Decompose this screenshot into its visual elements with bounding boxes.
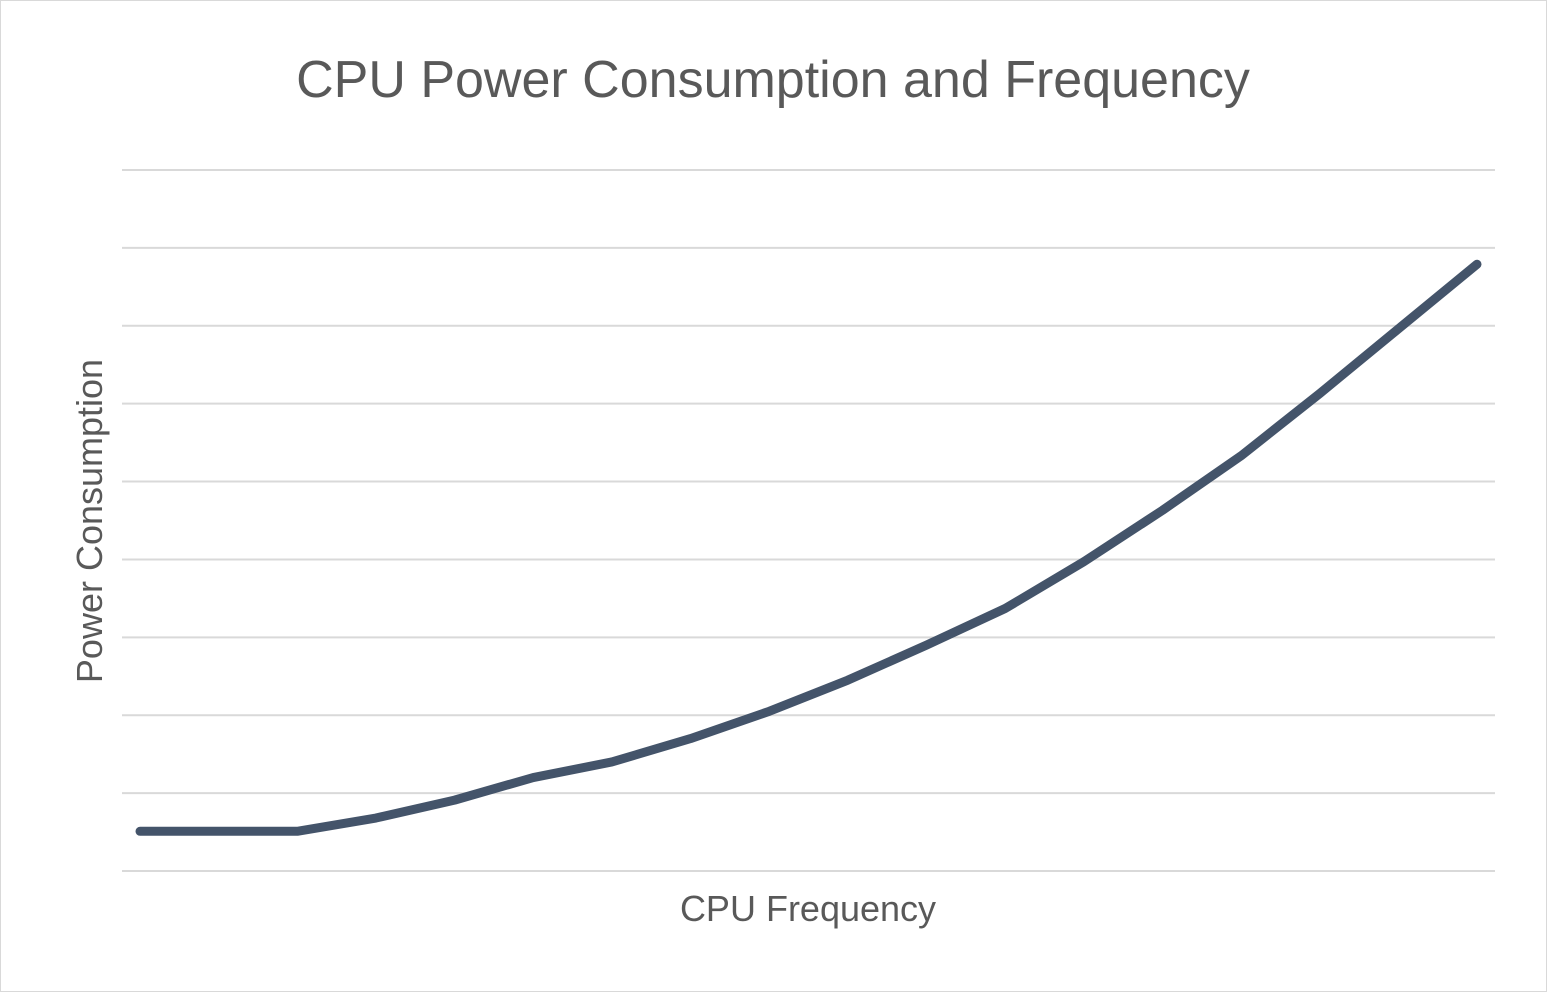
series-group — [135, 259, 1482, 836]
series-line-0 — [135, 259, 1482, 836]
x-axis-label: CPU Frequency — [680, 888, 936, 929]
y-axis-label: Power Consumption — [69, 359, 110, 683]
chart-title: CPU Power Consumption and Frequency — [296, 51, 1250, 109]
gridlines — [122, 169, 1495, 872]
